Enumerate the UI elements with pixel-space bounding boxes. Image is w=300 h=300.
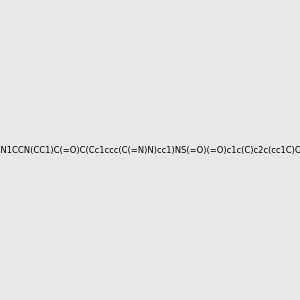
Text: CS(=O)(=O)N1CCN(CC1)C(=O)C(Cc1ccc(C(=N)N)cc1)NS(=O)(=O)c1c(C)c2c(cc1C)CCC(O2)(C): CS(=O)(=O)N1CCN(CC1)C(=O)C(Cc1ccc(C(=N)N… (0, 146, 300, 154)
